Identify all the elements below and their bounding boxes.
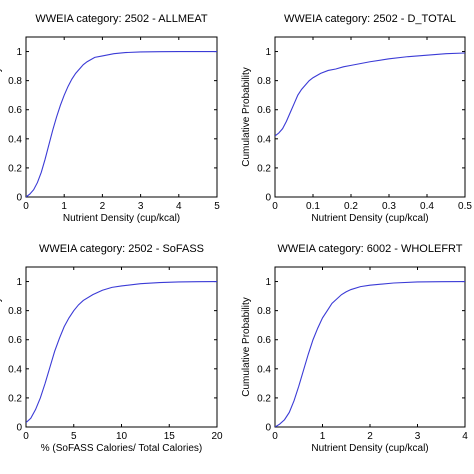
y-tick-label: 0.8 [257, 306, 271, 317]
chart-panel-3: 0 5 10 15 20 0 0.2 0.4 0.6 0.8 1 WWEIA category: 25… [0, 243, 223, 454]
y-tick-label: 0.2 [8, 393, 22, 404]
x-tick-label: 0 [23, 431, 29, 442]
y-tick-label: 0.6 [257, 335, 271, 346]
x-tick-label: 4 [176, 201, 182, 212]
x-tick-label: 2 [100, 201, 106, 212]
y-tick-label: 0.6 [8, 335, 22, 346]
x-tick-label: 2 [367, 431, 373, 442]
y-tick-label: 1 [16, 277, 22, 288]
chart-title: WWEIA category: 6002 - WHOLEFRT [277, 243, 462, 255]
x-tick-label: 5 [71, 431, 77, 442]
y-tick-label: 0 [265, 193, 271, 204]
y-tick-label: 0.4 [8, 134, 22, 145]
x-axis-label: Nutrient Density (cup/kcal) [63, 213, 180, 224]
x-axis-label: Nutrient Density (cup/kcal) [311, 213, 428, 224]
y-tick-label: 0.4 [257, 364, 271, 375]
x-tick-label: 1 [320, 431, 326, 442]
axes-frame [25, 36, 218, 198]
y-tick-label: 0 [265, 423, 271, 434]
x-tick-label: 3 [138, 201, 144, 212]
y-axis-label: Cumulative Probability [0, 297, 3, 397]
x-axis-label: % (SoFASS Calories/ Total Calories) [41, 443, 203, 454]
x-tick-label: 3 [415, 431, 421, 442]
y-tick-label: 0 [16, 193, 22, 204]
y-axis-label: Cumulative Probability [241, 67, 252, 167]
y-tick-label: 0.6 [257, 105, 271, 116]
x-tick-label: 10 [116, 431, 128, 442]
axes-frame [274, 36, 466, 198]
x-tick-label: 15 [164, 431, 176, 442]
y-tick-label: 0.4 [257, 134, 271, 145]
x-tick-label: 0.4 [420, 201, 434, 212]
cdf-curve [26, 51, 217, 197]
axes-frame [274, 266, 466, 428]
y-axis-label: Cumulative Probability [241, 297, 252, 397]
x-axis-label: Nutrient Density (cup/kcal) [311, 443, 428, 454]
y-tick-label: 0.4 [8, 364, 22, 375]
chart-title: WWEIA category: 2502 - D_TOTAL [284, 13, 456, 25]
x-tick-label: 0 [23, 201, 29, 212]
chart-panel-2: 0 0.1 0.2 0.3 0.4 0.5 0 0.2 0.4 0.6 0.8 1 WWEIA cate… [241, 13, 472, 224]
y-tick-label: 0.8 [257, 76, 271, 87]
y-tick-label: 0 [16, 423, 22, 434]
x-tick-label: 0.2 [344, 201, 358, 212]
y-tick-label: 0.2 [257, 163, 271, 174]
y-axis-label: Cumulative Probability [0, 67, 3, 167]
y-tick-label: 1 [265, 47, 271, 58]
y-tick-label: 0.2 [257, 393, 271, 404]
cdf-curve [275, 281, 465, 427]
x-tick-label: 20 [211, 431, 223, 442]
x-tick-label: 0 [272, 201, 278, 212]
chart-title: WWEIA category: 2502 - SoFASS [39, 243, 204, 255]
y-tick-label: 0.6 [8, 105, 22, 116]
y-tick-label: 1 [265, 277, 271, 288]
y-tick-label: 0.8 [8, 76, 22, 87]
x-tick-label: 0.1 [306, 201, 320, 212]
axes-frame [25, 266, 218, 428]
chart-panel-1: 0 1 2 3 4 5 0 0.2 0.4 0.6 0.8 1 WWEIA category: 2502… [0, 13, 220, 224]
chart-title: WWEIA category: 2502 - ALLMEAT [35, 13, 207, 25]
x-tick-label: 0.5 [458, 201, 472, 212]
cdf-curve [275, 52, 465, 137]
x-tick-label: 0 [272, 431, 278, 442]
x-tick-label: 5 [214, 201, 220, 212]
x-tick-label: 0.3 [382, 201, 396, 212]
y-tick-label: 1 [16, 47, 22, 58]
x-tick-label: 4 [462, 431, 468, 442]
y-tick-label: 0.8 [8, 306, 22, 317]
y-tick-label: 0.2 [8, 163, 22, 174]
x-tick-label: 1 [61, 201, 67, 212]
cdf-curve [26, 281, 217, 424]
chart-panel-4: 0 1 2 3 4 0 0.2 0.4 0.6 0.8 1 WWEIA category: 6002 … [241, 243, 468, 454]
